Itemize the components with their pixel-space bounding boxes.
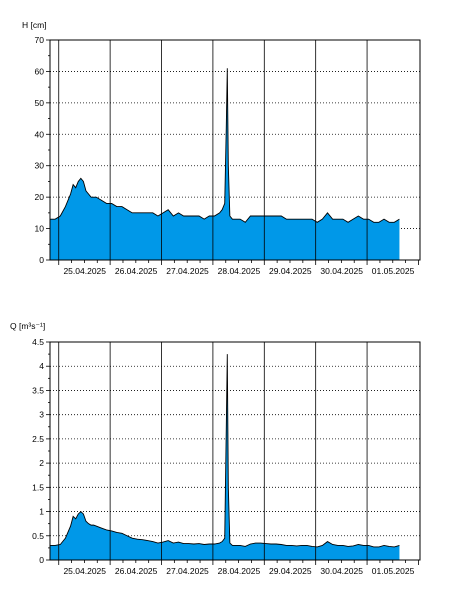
x-tick-label: 01.05.2025 xyxy=(372,566,415,576)
y-tick-label: 3 xyxy=(39,410,44,420)
y-tick-label: 70 xyxy=(35,35,45,45)
series-line xyxy=(50,354,400,548)
x-tick-label: 30.04.2025 xyxy=(320,566,363,576)
y-tick-label: 4.5 xyxy=(32,337,44,347)
series-line xyxy=(50,68,400,223)
y-tick-label: 1.5 xyxy=(32,482,44,492)
y-tick-label: 0.5 xyxy=(32,531,44,541)
x-tick-label: 28.04.2025 xyxy=(218,566,261,576)
x-tick-label: 25.04.2025 xyxy=(63,266,106,276)
y-tick-label: 40 xyxy=(35,129,45,139)
discharge-chart: 0 0.5 1 1.5 2 2.5 3 3.5 4 4.5 25.04.2025 26.04.2025… xyxy=(10,321,421,576)
x-tick-label: 27.04.2025 xyxy=(166,266,209,276)
x-tick-label: 27.04.2025 xyxy=(166,566,209,576)
x-tick-label: 29.04.2025 xyxy=(269,266,312,276)
y-tick-label: 30 xyxy=(35,161,45,171)
y-tick-label: 0 xyxy=(39,255,44,265)
x-tick-label: 30.04.2025 xyxy=(320,266,363,276)
x-tick-label: 26.04.2025 xyxy=(115,266,158,276)
y-tick-label: 60 xyxy=(35,66,45,76)
y-axis-label: H [cm] xyxy=(22,20,47,30)
plot-area xyxy=(50,342,420,560)
series-area xyxy=(50,68,400,260)
y-axis-label: Q [m³s⁻¹] xyxy=(10,321,45,331)
y-tick-label: 3.5 xyxy=(32,385,44,395)
y-tick-label: 0 xyxy=(39,555,44,565)
x-tick-label: 28.04.2025 xyxy=(218,266,261,276)
y-tick-label: 2.5 xyxy=(32,434,44,444)
y-tick-label: 2 xyxy=(39,458,44,468)
y-tick-label: 1 xyxy=(39,507,44,517)
x-tick-label: 01.05.2025 xyxy=(372,266,415,276)
y-tick-label: 20 xyxy=(35,192,45,202)
x-tick-label: 25.04.2025 xyxy=(63,566,106,576)
water-level-chart: 0 10 20 30 40 50 60 70 25.04.2025 26.04.2025 27.04… xyxy=(22,20,421,276)
y-tick-label: 4 xyxy=(39,361,44,371)
series-area xyxy=(50,354,400,560)
x-tick-label: 26.04.2025 xyxy=(115,566,158,576)
y-tick-label: 50 xyxy=(35,98,45,108)
x-tick-label: 29.04.2025 xyxy=(269,566,312,576)
y-tick-label: 10 xyxy=(35,224,45,234)
